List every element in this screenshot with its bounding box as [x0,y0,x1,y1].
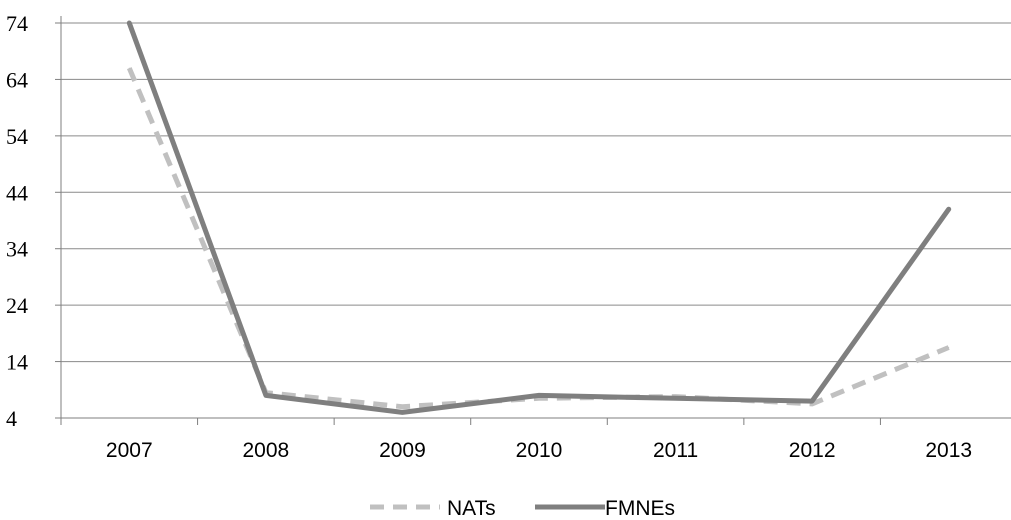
axes [55,16,1011,425]
x-tick-label: 2012 [789,439,836,462]
x-tick-label: 2011 [653,439,698,462]
data-point-nats [538,397,540,399]
data-point-nats [948,346,950,348]
grid-lines [61,22,1011,363]
data-point-fmnes [811,400,813,402]
y-axis-ticks: 4 14 24 34 44 54 64 74 [6,11,61,431]
series-line-fmnes [126,20,952,415]
data-point-fmnes [538,394,540,396]
legend: NATs FMNEs [370,497,675,520]
x-axis-ticks: 2007 2008 2009 2010 2011 2012 2013 [60,418,972,462]
x-tick-label: 2007 [106,439,153,462]
y-tick-label: 34 [6,237,28,262]
x-tick-label: 2010 [516,439,563,462]
data-point-fmnes [401,411,403,413]
data-point-fmnes [675,397,677,399]
data-point-nats [811,403,813,405]
y-tick-label: 54 [6,124,28,149]
x-tick-label: 2009 [379,439,426,462]
data-point-nats [128,67,130,69]
legend-label-fmnes: FMNEs [605,497,675,520]
legend-label-nats: NATs [447,497,496,520]
y-tick-label: 64 [6,67,28,92]
data-point-nats [401,406,403,408]
legend-item-nats: NATs [370,497,496,520]
y-tick-label: 24 [6,293,28,318]
y-tick-label: 74 [6,11,28,36]
data-point-fmnes [948,208,950,210]
data-point-fmnes [128,22,130,24]
y-tick-label: 44 [6,180,28,205]
x-tick-label: 2013 [925,439,972,462]
y-tick-label: 4 [6,406,17,431]
series-lines [126,20,952,415]
legend-item-fmnes: FMNEs [535,497,675,520]
y-tick-label: 14 [6,350,28,375]
data-point-fmnes [265,394,267,396]
x-tick-label: 2008 [242,439,289,462]
